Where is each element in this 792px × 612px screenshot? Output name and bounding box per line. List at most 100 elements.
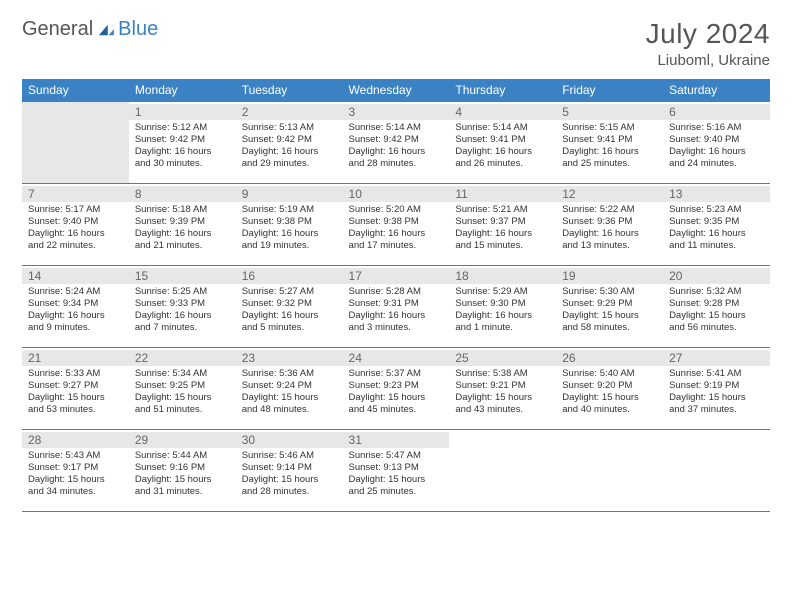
day-number: 17 xyxy=(343,268,450,284)
day-number: 13 xyxy=(663,186,770,202)
day-details: Sunrise: 5:14 AMSunset: 9:42 PMDaylight:… xyxy=(349,122,444,170)
day-details: Sunrise: 5:29 AMSunset: 9:30 PMDaylight:… xyxy=(455,286,550,334)
day-details: Sunrise: 5:34 AMSunset: 9:25 PMDaylight:… xyxy=(135,368,230,416)
calendar-day-cell: 28 Sunrise: 5:43 AMSunset: 9:17 PMDayligh… xyxy=(22,430,129,512)
month-title: July 2024 xyxy=(646,18,770,50)
day-number: 1 xyxy=(129,104,236,120)
day-details: Sunrise: 5:37 AMSunset: 9:23 PMDaylight:… xyxy=(349,368,444,416)
day-number: 14 xyxy=(22,268,129,284)
location: Liuboml, Ukraine xyxy=(646,52,770,69)
day-details: Sunrise: 5:28 AMSunset: 9:31 PMDaylight:… xyxy=(349,286,444,334)
day-number: 5 xyxy=(556,104,663,120)
day-details: Sunrise: 5:25 AMSunset: 9:33 PMDaylight:… xyxy=(135,286,230,334)
day-number: 20 xyxy=(663,268,770,284)
logo-text-general: General xyxy=(22,18,93,41)
calendar-day-cell: 24 Sunrise: 5:37 AMSunset: 9:23 PMDayligh… xyxy=(343,348,450,430)
day-number: 22 xyxy=(129,350,236,366)
calendar-day-cell: 26 Sunrise: 5:40 AMSunset: 9:20 PMDayligh… xyxy=(556,348,663,430)
calendar-day-cell: 2 Sunrise: 5:13 AMSunset: 9:42 PMDaylight… xyxy=(236,102,343,184)
day-number: 27 xyxy=(663,350,770,366)
calendar-day-cell: 29Sunrise: 5:44 AMSunset: 9:16 PMDayligh… xyxy=(129,430,236,512)
day-header: Saturday xyxy=(663,79,770,102)
day-header: Tuesday xyxy=(236,79,343,102)
calendar-day-cell xyxy=(663,430,770,512)
calendar-day-cell xyxy=(449,430,556,512)
calendar-day-cell: 11 Sunrise: 5:21 AMSunset: 9:37 PMDayligh… xyxy=(449,184,556,266)
calendar-day-cell: 10 Sunrise: 5:20 AMSunset: 9:38 PMDayligh… xyxy=(343,184,450,266)
day-header: Thursday xyxy=(449,79,556,102)
calendar-day-cell: 5Sunrise: 5:15 AMSunset: 9:41 PMDaylight… xyxy=(556,102,663,184)
calendar-day-cell: 18Sunrise: 5:29 AMSunset: 9:30 PMDayligh… xyxy=(449,266,556,348)
day-number: 23 xyxy=(236,350,343,366)
calendar-day-cell: 19 Sunrise: 5:30 AMSunset: 9:29 PMDayligh… xyxy=(556,266,663,348)
calendar-day-cell: 30 Sunrise: 5:46 AMSunset: 9:14 PMDayligh… xyxy=(236,430,343,512)
calendar-day-cell xyxy=(22,102,129,184)
calendar-day-cell: 13 Sunrise: 5:23 AMSunset: 9:35 PMDayligh… xyxy=(663,184,770,266)
calendar-week-row: 28 Sunrise: 5:43 AMSunset: 9:17 PMDayligh… xyxy=(22,430,770,512)
day-details: Sunrise: 5:13 AMSunset: 9:42 PMDaylight:… xyxy=(242,122,337,170)
day-details: Sunrise: 5:46 AMSunset: 9:14 PMDaylight:… xyxy=(242,450,337,498)
day-details: Sunrise: 5:12 AMSunset: 9:42 PMDaylight:… xyxy=(135,122,230,170)
day-details: Sunrise: 5:38 AMSunset: 9:21 PMDaylight:… xyxy=(455,368,550,416)
day-details: Sunrise: 5:20 AMSunset: 9:38 PMDaylight:… xyxy=(349,204,444,252)
calendar-day-cell: 12Sunrise: 5:22 AMSunset: 9:36 PMDayligh… xyxy=(556,184,663,266)
day-number: 31 xyxy=(343,432,450,448)
day-details: Sunrise: 5:32 AMSunset: 9:28 PMDaylight:… xyxy=(669,286,764,334)
calendar-week-row: 14 Sunrise: 5:24 AMSunset: 9:34 PMDayligh… xyxy=(22,266,770,348)
day-number: 28 xyxy=(22,432,129,448)
day-number: 11 xyxy=(449,186,556,202)
calendar-table: Sunday Monday Tuesday Wednesday Thursday… xyxy=(22,79,770,512)
day-number: 7 xyxy=(22,186,129,202)
day-number: 15 xyxy=(129,268,236,284)
day-number: 4 xyxy=(449,104,556,120)
day-header-row: Sunday Monday Tuesday Wednesday Thursday… xyxy=(22,79,770,102)
calendar-day-cell: 3Sunrise: 5:14 AMSunset: 9:42 PMDaylight… xyxy=(343,102,450,184)
day-details: Sunrise: 5:40 AMSunset: 9:20 PMDaylight:… xyxy=(562,368,657,416)
calendar-week-row: 7Sunrise: 5:17 AMSunset: 9:40 PMDaylight… xyxy=(22,184,770,266)
calendar-day-cell: 8 Sunrise: 5:18 AMSunset: 9:39 PMDaylight… xyxy=(129,184,236,266)
day-number: 24 xyxy=(343,350,450,366)
day-details: Sunrise: 5:43 AMSunset: 9:17 PMDaylight:… xyxy=(28,450,123,498)
calendar-day-cell: 23Sunrise: 5:36 AMSunset: 9:24 PMDayligh… xyxy=(236,348,343,430)
day-details: Sunrise: 5:24 AMSunset: 9:34 PMDaylight:… xyxy=(28,286,123,334)
day-details: Sunrise: 5:27 AMSunset: 9:32 PMDaylight:… xyxy=(242,286,337,334)
calendar-day-cell: 1 Sunrise: 5:12 AMSunset: 9:42 PMDaylight… xyxy=(129,102,236,184)
header: General Blue July 2024 Liuboml, Ukraine xyxy=(22,18,770,69)
day-number: 6 xyxy=(663,104,770,120)
day-details: Sunrise: 5:30 AMSunset: 9:29 PMDaylight:… xyxy=(562,286,657,334)
logo: General Blue xyxy=(22,18,158,41)
day-header: Friday xyxy=(556,79,663,102)
day-number: 12 xyxy=(556,186,663,202)
day-header: Wednesday xyxy=(343,79,450,102)
day-number: 10 xyxy=(343,186,450,202)
day-number: 19 xyxy=(556,268,663,284)
day-details: Sunrise: 5:23 AMSunset: 9:35 PMDaylight:… xyxy=(669,204,764,252)
day-number: 26 xyxy=(556,350,663,366)
day-details: Sunrise: 5:19 AMSunset: 9:38 PMDaylight:… xyxy=(242,204,337,252)
day-number: 8 xyxy=(129,186,236,202)
calendar-day-cell: 22 Sunrise: 5:34 AMSunset: 9:25 PMDayligh… xyxy=(129,348,236,430)
calendar-day-cell: 15 Sunrise: 5:25 AMSunset: 9:33 PMDayligh… xyxy=(129,266,236,348)
calendar-day-cell: 20 Sunrise: 5:32 AMSunset: 9:28 PMDayligh… xyxy=(663,266,770,348)
day-number: 30 xyxy=(236,432,343,448)
day-details: Sunrise: 5:47 AMSunset: 9:13 PMDaylight:… xyxy=(349,450,444,498)
day-details: Sunrise: 5:14 AMSunset: 9:41 PMDaylight:… xyxy=(455,122,550,170)
day-number: 25 xyxy=(449,350,556,366)
day-details: Sunrise: 5:41 AMSunset: 9:19 PMDaylight:… xyxy=(669,368,764,416)
day-number: 2 xyxy=(236,104,343,120)
day-number: 21 xyxy=(22,350,129,366)
calendar-day-cell: 7Sunrise: 5:17 AMSunset: 9:40 PMDaylight… xyxy=(22,184,129,266)
day-number: 9 xyxy=(236,186,343,202)
calendar-day-cell: 4 Sunrise: 5:14 AMSunset: 9:41 PMDaylight… xyxy=(449,102,556,184)
calendar-day-cell: 27 Sunrise: 5:41 AMSunset: 9:19 PMDayligh… xyxy=(663,348,770,430)
day-number: 16 xyxy=(236,268,343,284)
day-details: Sunrise: 5:21 AMSunset: 9:37 PMDaylight:… xyxy=(455,204,550,252)
day-details: Sunrise: 5:18 AMSunset: 9:39 PMDaylight:… xyxy=(135,204,230,252)
calendar-day-cell: 25 Sunrise: 5:38 AMSunset: 9:21 PMDayligh… xyxy=(449,348,556,430)
calendar-day-cell: 14 Sunrise: 5:24 AMSunset: 9:34 PMDayligh… xyxy=(22,266,129,348)
day-details: Sunrise: 5:16 AMSunset: 9:40 PMDaylight:… xyxy=(669,122,764,170)
calendar-day-cell: 31 Sunrise: 5:47 AMSunset: 9:13 PMDayligh… xyxy=(343,430,450,512)
calendar-day-cell: 21Sunrise: 5:33 AMSunset: 9:27 PMDayligh… xyxy=(22,348,129,430)
calendar-day-cell: 17 Sunrise: 5:28 AMSunset: 9:31 PMDayligh… xyxy=(343,266,450,348)
title-block: July 2024 Liuboml, Ukraine xyxy=(646,18,770,69)
